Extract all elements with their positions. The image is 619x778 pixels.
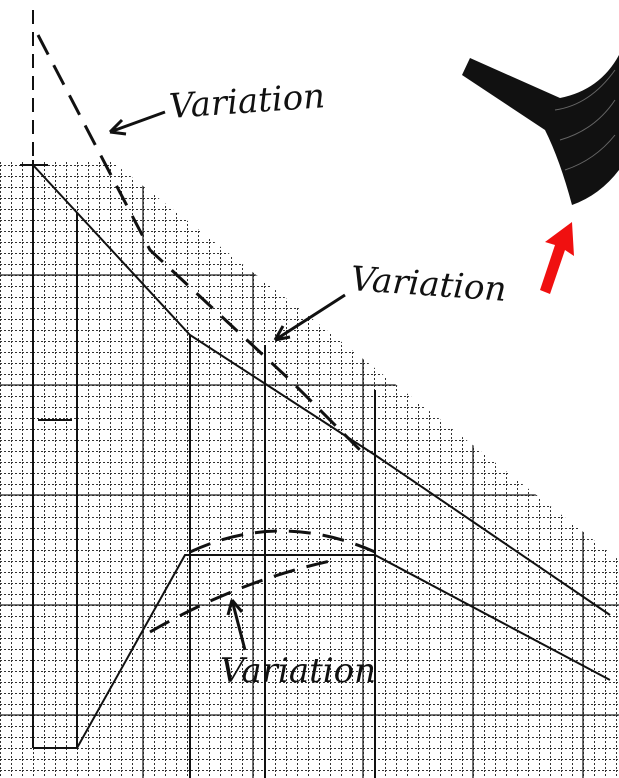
- annotation: Variation: [168, 76, 326, 127]
- pointer-arrows: [108, 110, 346, 651]
- profile-lines: [20, 160, 611, 778]
- variation-curves: [36, 34, 376, 634]
- funnel-icon: [462, 55, 619, 205]
- red-arrow: [540, 222, 574, 294]
- annotation: Variation: [349, 259, 507, 310]
- annotation: Variation: [220, 651, 376, 691]
